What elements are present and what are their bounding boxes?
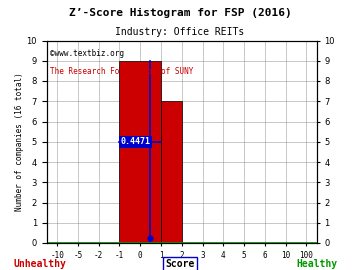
Text: The Research Foundation of SUNY: The Research Foundation of SUNY bbox=[50, 67, 193, 76]
Text: Z’-Score Histogram for FSP (2016): Z’-Score Histogram for FSP (2016) bbox=[69, 8, 291, 18]
Text: Score: Score bbox=[165, 259, 195, 269]
Text: Unhealthy: Unhealthy bbox=[13, 259, 66, 269]
Bar bbox=[161, 101, 182, 243]
Text: 0.4471: 0.4471 bbox=[121, 137, 150, 146]
Y-axis label: Number of companies (16 total): Number of companies (16 total) bbox=[15, 72, 24, 211]
Text: ©www.textbiz.org: ©www.textbiz.org bbox=[50, 49, 123, 58]
Text: Healthy: Healthy bbox=[296, 259, 337, 269]
Text: Industry: Office REITs: Industry: Office REITs bbox=[115, 27, 245, 37]
Bar bbox=[120, 61, 161, 243]
